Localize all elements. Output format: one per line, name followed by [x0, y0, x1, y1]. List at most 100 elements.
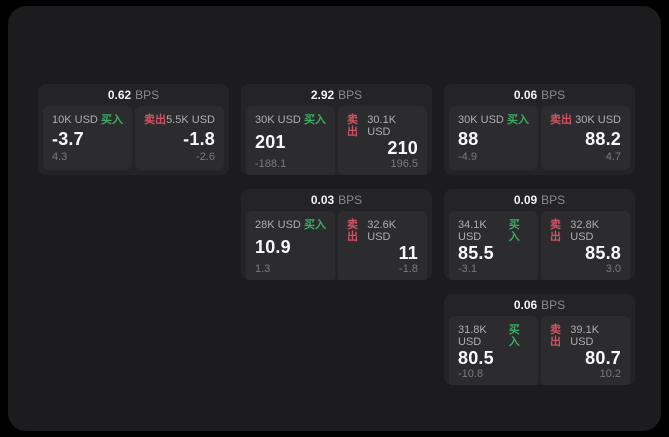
- buy-header-row: 10K USD 买入: [52, 114, 123, 126]
- quote-card-grid: 0.62 BPS 10K USD 买入 -3.7 4.3 卖出 5.5K USD: [38, 84, 635, 385]
- bps-header: 0.06 BPS: [444, 294, 635, 316]
- sell-quote-panel[interactable]: 卖出 32.8K USD 85.8 3.0: [541, 211, 630, 280]
- buy-price-value: 10.9: [255, 237, 291, 257]
- sell-size-label: 32.6K USD: [367, 219, 397, 243]
- buy-size-label: 34.1K USD: [458, 219, 487, 243]
- buy-price-value: -3.7: [52, 128, 84, 149]
- sell-tag[interactable]: 卖出: [347, 114, 358, 138]
- sell-price-value: 11: [398, 243, 418, 263]
- quote-card: 2.92 BPS 30K USD 买入 201 -188.1 卖出 30.1K …: [241, 84, 432, 175]
- sell-delta-value: 3.0: [605, 263, 621, 275]
- buy-size-label: 31.8K USD: [458, 324, 487, 348]
- sell-tag[interactable]: 卖出: [144, 114, 166, 126]
- buy-tag[interactable]: 买入: [304, 219, 326, 231]
- bps-value: 0.06: [513, 88, 538, 102]
- buy-delta-value: -3.1: [458, 263, 477, 275]
- sell-quote-panel[interactable]: 卖出 39.1K USD 80.7 10.2: [541, 316, 630, 385]
- buy-quote-panel[interactable]: 30K USD 买入 201 -188.1: [246, 106, 335, 175]
- buy-delta-value: -10.8: [458, 368, 484, 380]
- quote-card: 0.06 BPS 31.8K USD 买入 80.5 -10.8 卖出 39.1…: [444, 294, 635, 385]
- buy-header-row: 34.1K USD 买入: [458, 219, 529, 243]
- buy-tag[interactable]: 买入: [507, 114, 529, 126]
- buy-quote-panel[interactable]: 34.1K USD 买入 85.5 -3.1: [449, 211, 538, 280]
- buy-price-value: 80.5: [458, 348, 494, 368]
- sell-tag[interactable]: 卖出: [550, 114, 572, 126]
- sell-size-label: 32.8K USD: [570, 219, 600, 243]
- quote-card: 0.09 BPS 34.1K USD 买入 85.5 -3.1 卖出 32.8K…: [444, 189, 635, 280]
- sell-header-row: 卖出 32.8K USD: [550, 219, 621, 243]
- bps-header: 2.92 BPS: [241, 84, 432, 106]
- sell-size-label: 30.1K USD: [367, 114, 397, 138]
- sell-quote-panel[interactable]: 卖出 5.5K USD -1.8 -2.6: [135, 106, 224, 170]
- bps-unit-label: BPS: [135, 88, 160, 102]
- bps-value: 0.09: [513, 193, 538, 207]
- sell-header-row: 卖出 30.1K USD: [347, 114, 418, 138]
- buy-size-label: 28K USD: [255, 219, 301, 231]
- buy-size-label: 30K USD: [458, 114, 504, 126]
- sell-quote-panel[interactable]: 卖出 30.1K USD 210 196.5: [338, 106, 427, 175]
- buy-size-label: 10K USD: [52, 114, 98, 126]
- bps-unit-label: BPS: [338, 88, 363, 102]
- sell-header-row: 卖出 30K USD: [550, 114, 621, 126]
- quote-card-body: 30K USD 买入 88 -4.9 卖出 30K USD 88.2 4.7: [444, 106, 635, 175]
- buy-delta-value: -188.1: [255, 158, 287, 170]
- bps-value: 2.92: [310, 88, 335, 102]
- buy-header-row: 28K USD 买入: [255, 219, 326, 231]
- sell-delta-value: 196.5: [390, 158, 418, 170]
- sell-quote-panel[interactable]: 卖出 32.6K USD 11 -1.8: [338, 211, 427, 280]
- buy-tag[interactable]: 买入: [304, 114, 326, 126]
- buy-tag[interactable]: 买入: [101, 114, 123, 126]
- bps-unit-label: BPS: [338, 193, 363, 207]
- sell-quote-panel[interactable]: 卖出 30K USD 88.2 4.7: [541, 106, 630, 170]
- bps-unit-label: BPS: [541, 193, 566, 207]
- sell-size-label: 39.1K USD: [570, 324, 600, 348]
- quote-card-body: 10K USD 买入 -3.7 4.3 卖出 5.5K USD -1.8 -2.…: [38, 106, 229, 175]
- quote-card: 0.06 BPS 30K USD 买入 88 -4.9 卖出 30K USD: [444, 84, 635, 175]
- bps-value: 0.06: [513, 298, 538, 312]
- buy-quote-panel[interactable]: 30K USD 买入 88 -4.9: [449, 106, 538, 170]
- quote-card: 0.62 BPS 10K USD 买入 -3.7 4.3 卖出 5.5K USD: [38, 84, 229, 175]
- buy-price-value: 201: [255, 132, 286, 152]
- sell-delta-value: -1.8: [399, 263, 418, 275]
- quote-card-body: 30K USD 买入 201 -188.1 卖出 30.1K USD 210 1…: [241, 106, 432, 175]
- sell-price-value: -1.8: [183, 128, 215, 149]
- quote-card: 0.03 BPS 28K USD 买入 10.9 1.3 卖出 32.6K US…: [241, 189, 432, 280]
- buy-header-row: 31.8K USD 买入: [458, 324, 529, 348]
- quote-card-body: 31.8K USD 买入 80.5 -10.8 卖出 39.1K USD 80.…: [444, 316, 635, 385]
- buy-quote-panel[interactable]: 31.8K USD 买入 80.5 -10.8: [449, 316, 538, 385]
- sell-header-row: 卖出 32.6K USD: [347, 219, 418, 243]
- buy-delta-value: 4.3: [52, 151, 68, 163]
- sell-price-value: 85.8: [585, 243, 621, 263]
- sell-delta-value: 10.2: [599, 368, 621, 380]
- sell-price-value: 210: [387, 138, 418, 158]
- bps-header: 0.03 BPS: [241, 189, 432, 211]
- buy-header-row: 30K USD 买入: [458, 114, 529, 126]
- buy-delta-value: -4.9: [458, 151, 477, 163]
- sell-delta-value: 4.7: [605, 151, 621, 163]
- buy-price-value: 85.5: [458, 243, 494, 263]
- sell-header-row: 卖出 39.1K USD: [550, 324, 621, 348]
- bps-value: 0.03: [310, 193, 335, 207]
- buy-price-value: 88: [458, 128, 479, 149]
- sell-size-label: 5.5K USD: [166, 114, 215, 126]
- buy-size-label: 30K USD: [255, 114, 301, 126]
- buy-quote-panel[interactable]: 10K USD 买入 -3.7 4.3: [43, 106, 132, 170]
- sell-tag[interactable]: 卖出: [347, 219, 358, 243]
- buy-tag[interactable]: 买入: [508, 324, 520, 348]
- sell-price-value: 88.2: [585, 128, 621, 149]
- sell-size-label: 30K USD: [575, 114, 621, 126]
- bps-header: 0.62 BPS: [38, 84, 229, 106]
- sell-tag[interactable]: 卖出: [550, 219, 561, 243]
- sell-delta-value: -2.6: [196, 151, 215, 163]
- sell-tag[interactable]: 卖出: [550, 324, 561, 348]
- bps-value: 0.62: [107, 88, 132, 102]
- sell-price-value: 80.7: [585, 348, 621, 368]
- buy-delta-value: 1.3: [255, 263, 271, 275]
- buy-header-row: 30K USD 买入: [255, 114, 326, 126]
- buy-tag[interactable]: 买入: [508, 219, 520, 243]
- quote-card-body: 34.1K USD 买入 85.5 -3.1 卖出 32.8K USD 85.8…: [444, 211, 635, 280]
- bps-header: 0.06 BPS: [444, 84, 635, 106]
- sell-header-row: 卖出 5.5K USD: [144, 114, 215, 126]
- buy-quote-panel[interactable]: 28K USD 买入 10.9 1.3: [246, 211, 335, 280]
- quote-card-body: 28K USD 买入 10.9 1.3 卖出 32.6K USD 11 -1.8: [241, 211, 432, 280]
